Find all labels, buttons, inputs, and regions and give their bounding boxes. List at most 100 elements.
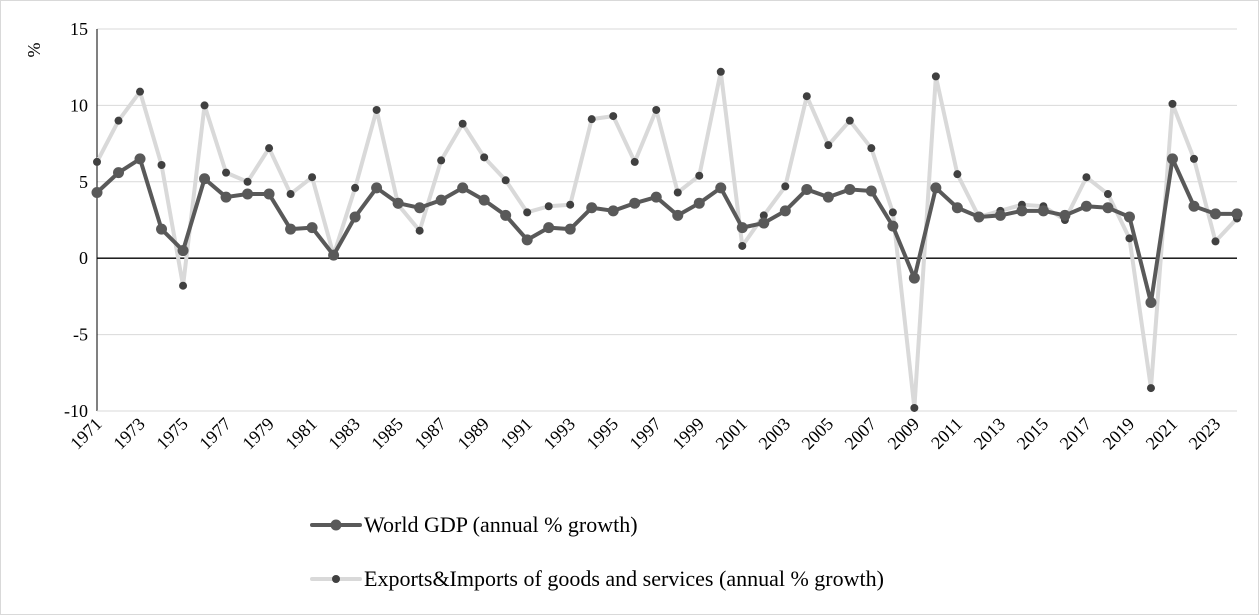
gdp-data-point: [263, 188, 275, 200]
trade-data-point: [93, 157, 101, 166]
trade-data-point: [544, 202, 553, 211]
gdp-data-point: [586, 202, 598, 214]
trade-data-point: [372, 105, 381, 114]
gdp-data-point: [629, 197, 641, 209]
gdp-data-point: [758, 217, 770, 229]
gdp-data-point: [414, 202, 426, 214]
gdp-data-point: [521, 234, 533, 246]
trade-data-point: [179, 281, 188, 290]
legend-label: Exports&Imports of goods and services (a…: [364, 566, 884, 591]
y-tick-label: -5: [73, 325, 88, 345]
gdp-data-point: [285, 223, 297, 235]
trade-data-point: [888, 208, 897, 217]
gdp-data-point: [1037, 205, 1049, 217]
gdp-data-point: [242, 188, 254, 200]
gdp-data-point: [1231, 208, 1243, 220]
trade-data-point: [243, 177, 252, 186]
gdp-data-point: [1145, 297, 1157, 309]
y-axis: 15 10 5 0 -5 -10: [64, 19, 98, 421]
gdp-data-point: [1123, 211, 1135, 223]
gdp-data-point: [306, 222, 318, 234]
gdp-data-point: [1102, 202, 1114, 214]
gdp-data-point: [822, 191, 834, 203]
gdp-data-point: [371, 182, 383, 194]
series-layer: [91, 67, 1243, 412]
y-tick-label: 15: [70, 19, 88, 39]
gdp-data-point: [908, 272, 920, 284]
trade-data-point: [351, 183, 360, 192]
trade-data-point: [630, 157, 639, 166]
trade-data-point: [1146, 384, 1155, 393]
gdp-data-point: [349, 211, 361, 223]
gdp-data-point: [865, 185, 877, 197]
trade-data-point: [1211, 237, 1220, 246]
trade-data-point: [673, 188, 682, 197]
trade-data-point: [1125, 234, 1134, 243]
gdp-data-point: [715, 182, 727, 194]
y-tick-label: -10: [64, 401, 88, 421]
trade-data-point: [738, 241, 747, 250]
trade-data-point: [1189, 154, 1198, 163]
gdp-data-point: [650, 191, 662, 203]
trade-data-point: [200, 101, 209, 110]
legend-item-trade: Exports&Imports of goods and services (a…: [310, 566, 884, 591]
trade-data-point: [652, 105, 661, 114]
gdp-data-point: [1166, 153, 1178, 165]
gdp-data-point: [672, 209, 684, 221]
trade-data-point: [845, 116, 854, 125]
gdp-data-point: [887, 220, 899, 232]
gdp-data-point: [457, 182, 469, 194]
trade-data-point: [415, 226, 424, 235]
trade-data-point: [931, 72, 940, 81]
trade-data-point: [265, 144, 274, 153]
gdp-data-point: [1188, 200, 1200, 212]
trade-data-point: [501, 176, 510, 185]
gdp-data-point: [973, 211, 985, 223]
gdp-data-point: [1016, 205, 1028, 217]
gdp-data-point: [693, 197, 705, 209]
trade-data-point: [1082, 173, 1091, 182]
trade-data-point: [308, 173, 317, 182]
gdp-data-point: [1059, 209, 1071, 221]
trade-data-point: [523, 208, 532, 217]
trade-data-point: [480, 153, 489, 162]
gdp-data-point: [199, 173, 211, 185]
gdp-data-point: [156, 223, 168, 235]
gdp-data-point: [500, 209, 512, 221]
trade-data-point: [781, 182, 790, 191]
gdp-data-point: [220, 191, 232, 203]
trade-data-point: [802, 92, 811, 101]
gdp-data-point: [478, 194, 490, 206]
gdp-data-point: [607, 205, 619, 217]
gdp-data-point: [177, 245, 189, 257]
y-tick-label: 10: [70, 95, 88, 115]
trade-data-point: [136, 87, 145, 96]
trade-data-point: [824, 141, 833, 150]
y-tick-label: 0: [79, 248, 88, 268]
trade-data-point: [716, 67, 725, 76]
legend-item-gdp: World GDP (annual % growth): [310, 512, 638, 537]
trade-data-point: [695, 171, 704, 180]
gdp-data-point: [844, 183, 856, 195]
y-tick-label: 5: [79, 172, 88, 192]
gdp-data-point: [736, 222, 748, 234]
trade-data-point: [1103, 190, 1112, 199]
gdp-data-point: [994, 209, 1006, 221]
gdp-data-point: [1080, 200, 1092, 212]
trade-data-point: [286, 190, 295, 199]
trade-data-point: [1168, 99, 1177, 108]
gdp-data-point: [392, 197, 404, 209]
trade-data-point: [458, 119, 467, 128]
gdp-data-point: [134, 153, 146, 165]
trade-data-point: [759, 211, 768, 220]
gdp-data-point: [564, 223, 576, 235]
trade-data-point: [566, 200, 575, 209]
gdp-data-point: [1209, 208, 1221, 220]
trade-data-point: [953, 170, 962, 179]
gdp-data-point: [930, 182, 942, 194]
gdp-data-point: [91, 186, 103, 198]
trade-data-point: [157, 160, 166, 169]
gdp-data-point: [543, 222, 555, 234]
gdp-data-point: [435, 194, 447, 206]
